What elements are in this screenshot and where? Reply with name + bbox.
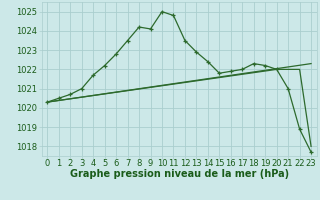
X-axis label: Graphe pression niveau de la mer (hPa): Graphe pression niveau de la mer (hPa) xyxy=(70,169,289,179)
